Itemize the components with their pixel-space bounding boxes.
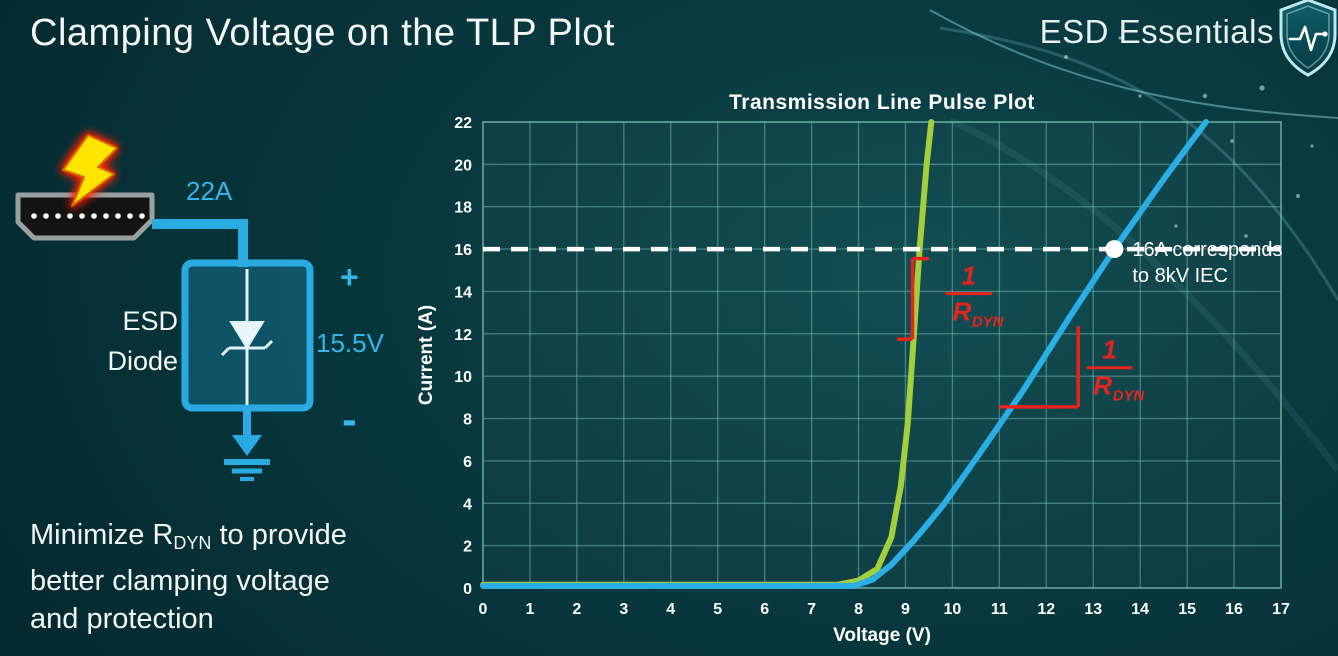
x-tick-label: 17 xyxy=(1272,601,1290,618)
clamp-voltage-label: 15.5V xyxy=(316,328,385,358)
component-label-line2: Diode xyxy=(107,346,178,376)
x-tick-label: 0 xyxy=(479,601,488,618)
ground-icon xyxy=(224,408,270,481)
x-tick-label: 3 xyxy=(619,601,628,618)
pulse-line-icon xyxy=(1288,25,1327,52)
rdyn-fraction-numerator: 1 xyxy=(962,261,976,291)
y-tick-label: 14 xyxy=(454,284,472,301)
rdyn-fraction-subscript: DYN xyxy=(972,314,1005,331)
rdyn-fraction-numerator: 1 xyxy=(1102,335,1116,365)
footer-note-line3: and protection xyxy=(30,603,214,635)
chart-title: Transmission Line Pulse Plot xyxy=(729,91,1035,114)
rdyn-fraction-denominator: R xyxy=(1093,371,1112,401)
y-tick-label: 22 xyxy=(454,115,472,132)
esd-diode-diagram: 22A + 15.5V - ESD Diode xyxy=(15,134,385,481)
y-tick-label: 16 xyxy=(454,242,472,259)
x-tick-label: 7 xyxy=(807,601,816,618)
component-label-line1: ESD xyxy=(122,306,178,336)
shield-inner-outline xyxy=(1286,5,1330,69)
x-tick-label: 6 xyxy=(760,601,769,618)
surge-current-label: 22A xyxy=(186,176,233,206)
x-tick-label: 4 xyxy=(666,601,675,618)
minus-label: - xyxy=(342,395,357,444)
y-tick-label: 8 xyxy=(463,412,472,429)
lightning-bolt-icon xyxy=(62,134,118,207)
brand-text: ESD Essentials xyxy=(1039,13,1274,50)
footer-note-line1: Minimize RDYN to provide xyxy=(30,519,347,553)
x-tick-label: 2 xyxy=(572,601,581,618)
y-tick-label: 10 xyxy=(454,369,472,386)
footer-note: Minimize RDYN to provide better clamping… xyxy=(30,516,347,638)
y-tick-label: 0 xyxy=(463,581,472,598)
x-tick-label: 9 xyxy=(901,601,910,618)
x-tick-label: 15 xyxy=(1178,601,1196,618)
plot-area xyxy=(483,122,1281,588)
y-tick-label: 20 xyxy=(454,157,472,174)
rdyn-fraction-denominator: R xyxy=(952,297,971,327)
y-tick-label: 4 xyxy=(463,496,472,513)
marker-annotation-line2: to 8kV IEC xyxy=(1132,265,1228,287)
x-tick-label: 5 xyxy=(713,601,722,618)
x-tick-label: 10 xyxy=(944,601,962,618)
rdyn-subscript: DYN xyxy=(173,533,212,553)
x-tick-label: 14 xyxy=(1131,601,1149,618)
y-tick-label: 18 xyxy=(454,200,472,217)
esd-diode-symbol xyxy=(181,259,314,412)
y-tick-label: 2 xyxy=(463,539,472,556)
pulse-dot xyxy=(1322,31,1328,37)
plot-border xyxy=(482,121,1282,589)
marker-annotation-line1: 16A corresponds xyxy=(1132,239,1282,261)
surge-wire xyxy=(152,219,248,267)
x-tick-label: 12 xyxy=(1037,601,1055,618)
x-tick-label: 1 xyxy=(525,601,534,618)
x-axis-label: Voltage (V) xyxy=(833,625,931,646)
marker-16A-point xyxy=(1105,240,1124,259)
shield-logo-icon xyxy=(1279,0,1337,77)
footer-note-line2: better clamping voltage xyxy=(30,565,330,597)
hdmi-connector-icon xyxy=(15,192,155,241)
series-low-rdyn-diode xyxy=(480,119,935,588)
x-tick-label: 13 xyxy=(1084,601,1102,618)
y-tick-label: 12 xyxy=(454,327,472,344)
x-tick-label: 11 xyxy=(991,601,1008,618)
x-tick-label: 16 xyxy=(1225,601,1243,618)
y-axis-label: Current (A) xyxy=(416,305,437,405)
y-tick-label: 6 xyxy=(463,454,472,471)
plus-label: + xyxy=(340,259,359,295)
rdyn-fraction-subscript: DYN xyxy=(1113,388,1146,405)
x-tick-label: 8 xyxy=(854,601,863,618)
page-title: Clamping Voltage on the TLP Plot xyxy=(30,12,615,54)
tlp-chart: Transmission Line Pulse Plot 0 1 2 3 4 5 6 7 8 9 10… xyxy=(400,85,1338,651)
series-high-rdyn-diode xyxy=(480,119,1209,589)
